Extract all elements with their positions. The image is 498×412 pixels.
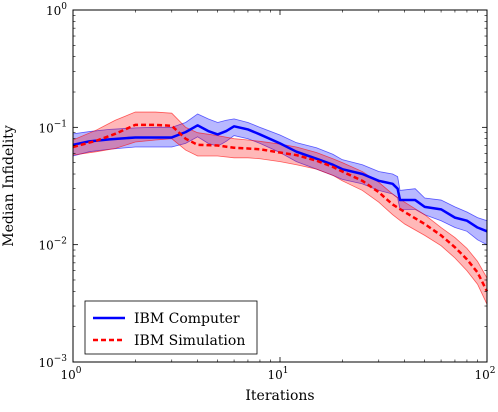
legend-label-ibm-computer: IBM Computer: [134, 311, 240, 327]
legend: IBM Computer IBM Simulation: [84, 300, 258, 355]
y-tick-label: 100: [46, 2, 67, 18]
y-axis-label: Median Infidelity: [1, 125, 17, 247]
legend-box: [84, 300, 258, 355]
x-axis-label: Iterations: [245, 388, 314, 404]
uncertainty-bands: [72, 111, 488, 305]
x-tick-label: 100: [60, 366, 81, 382]
ibm-simulation-line: [72, 123, 489, 292]
legend-label-ibm-simulation: IBM Simulation: [134, 333, 245, 349]
x-tick-label: 102: [474, 366, 495, 382]
ibm-computer-line: [72, 124, 488, 233]
x-tick-label: 101: [267, 366, 288, 382]
y-tick-label: 10−2: [38, 237, 67, 253]
series-lines: [72, 123, 489, 292]
y-tick-label: 10−1: [38, 119, 67, 135]
